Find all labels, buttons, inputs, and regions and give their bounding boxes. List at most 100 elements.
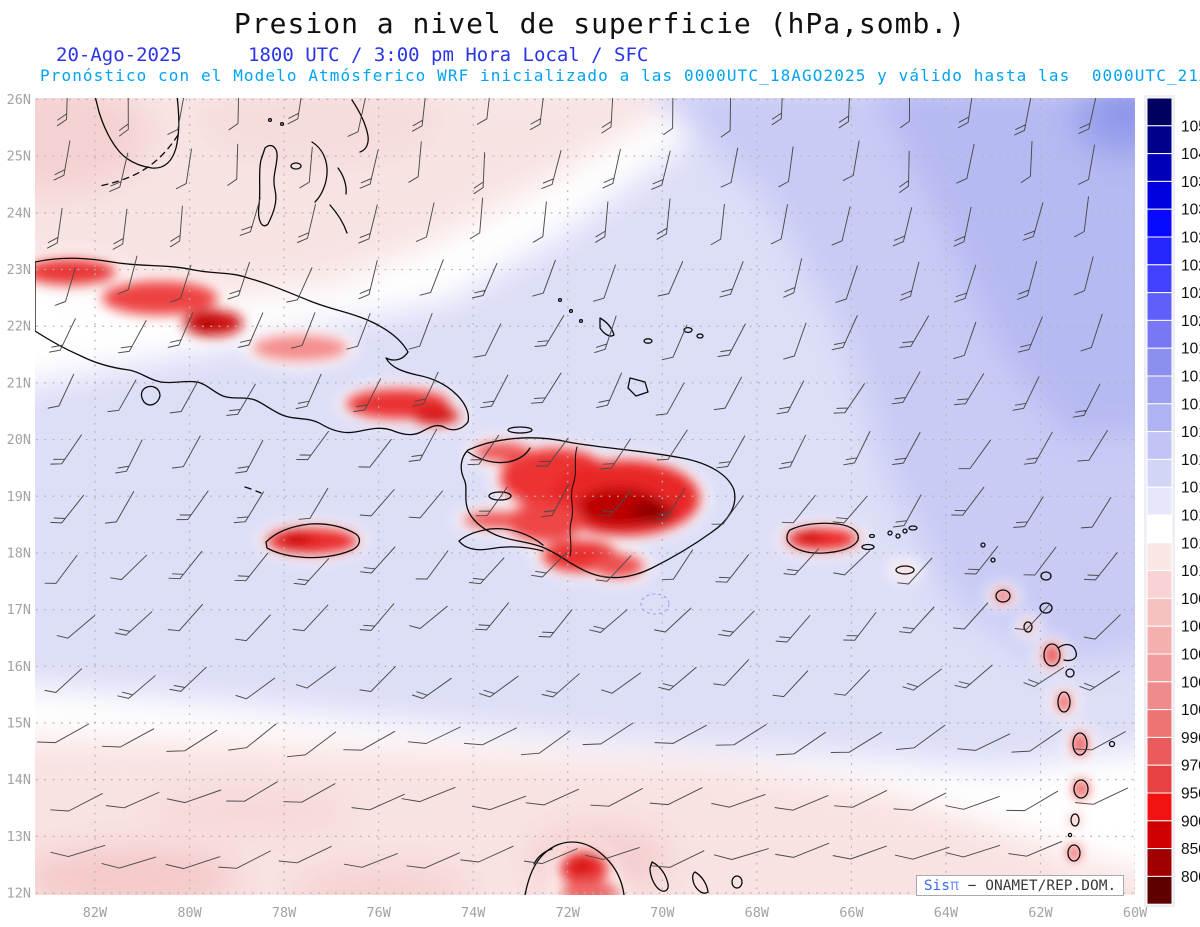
forecast-model-line: Pronóstico con el Modelo Atmósferico WRF… xyxy=(40,66,1200,85)
lon-label: 60W xyxy=(1123,905,1148,921)
colorbar-label: 970 xyxy=(1181,758,1200,775)
colorbar-cell xyxy=(1146,597,1173,627)
lon-label: 80W xyxy=(177,905,202,921)
lat-label: 26N xyxy=(7,92,31,108)
colorbar-cell xyxy=(1146,542,1173,572)
lat-label: 18N xyxy=(7,545,31,561)
thermal-low-blob xyxy=(412,407,460,425)
colorbar: 1050 1040 1035 1030 1028 1025 1022 1020 1019 1018… xyxy=(1144,95,1200,908)
colorbar-cell xyxy=(1146,848,1173,877)
lat-label: 15N xyxy=(7,715,31,731)
watermark-brand: Sis xyxy=(923,878,951,894)
axis-labels: 26N 25N 24N 23N 22N 21N 20N 19N 18N 17N 16N 15N 14N 1… xyxy=(7,92,1149,921)
colorbar-label: 950 xyxy=(1181,786,1200,803)
lon-label: 78W xyxy=(272,905,297,921)
lon-label: 82W xyxy=(83,905,108,921)
lat-label: 13N xyxy=(7,829,31,845)
thermal-low-blob xyxy=(474,442,530,462)
lat-label: 23N xyxy=(7,262,31,278)
colorbar-label: 1035 xyxy=(1181,174,1200,191)
page-title: Presion a nivel de superficie (hPa,somb.… xyxy=(233,7,967,40)
colorbar-label: 1022 xyxy=(1181,285,1200,302)
grid-layer xyxy=(36,98,1135,894)
lon-label: 74W xyxy=(461,905,486,921)
colorbar-label: 1014 xyxy=(1181,480,1200,497)
thermal-low-blob xyxy=(102,281,218,315)
florida-coast xyxy=(94,98,180,169)
colorbar-label: 1030 xyxy=(1181,202,1200,219)
thermal-low-blob xyxy=(592,554,644,578)
colorbar-cell xyxy=(1146,153,1173,182)
thermal-low-blob xyxy=(571,858,593,874)
colorbar-cell xyxy=(1146,792,1173,822)
colorbar-label: 1008 xyxy=(1181,591,1200,608)
lat-label: 20N xyxy=(7,432,31,448)
watermark-org: − ONAMET/REP.DOM. xyxy=(959,878,1117,894)
colorbar-label: 1050 xyxy=(1181,118,1200,135)
lon-label: 62W xyxy=(1028,905,1053,921)
colorbar-cell xyxy=(1146,570,1173,599)
colorbar-label: 1018 xyxy=(1181,369,1200,386)
colorbar-label: 1004 xyxy=(1181,647,1200,664)
pi-icon: π xyxy=(950,876,960,894)
lat-label: 17N xyxy=(7,602,31,618)
colorbar-label: 1015 xyxy=(1181,452,1200,469)
lat-label: 16N xyxy=(7,659,31,675)
thermal-low-blob xyxy=(1044,644,1060,666)
cuba-coast xyxy=(35,257,470,436)
colorbar-label: 1019 xyxy=(1181,341,1200,358)
colorbar-cell xyxy=(1146,431,1173,460)
colorbar-cell xyxy=(1146,653,1173,683)
colorbar-label: 1000 xyxy=(1181,702,1200,719)
colorbar-cell xyxy=(1146,97,1173,127)
colorbar-cell xyxy=(1146,458,1173,488)
colorbar-cell xyxy=(1146,820,1173,850)
lon-label: 66W xyxy=(839,905,864,921)
colorbar-label: 1028 xyxy=(1181,230,1200,247)
thermal-low-blob xyxy=(278,532,314,546)
colorbar-label: 850 xyxy=(1181,841,1200,858)
thermal-low-blob xyxy=(507,502,583,542)
colorbar-label: 1012 xyxy=(1181,535,1200,552)
colorbar-label: 1025 xyxy=(1181,257,1200,274)
colorbar-label: 900 xyxy=(1181,813,1200,830)
low-contour-dashed xyxy=(640,593,670,615)
pressure-shading-layer xyxy=(35,98,1135,895)
lon-label: 68W xyxy=(745,905,770,921)
lon-label: 72W xyxy=(556,905,581,921)
colorbar-cell xyxy=(1146,875,1173,905)
coastline-layer xyxy=(35,98,1116,895)
thermal-low-blob xyxy=(35,259,116,285)
thermal-low-blob xyxy=(794,531,824,543)
colorbar-label: 1006 xyxy=(1181,619,1200,636)
thermal-low-blob xyxy=(1058,692,1070,712)
thermal-low-blob xyxy=(560,881,620,895)
colorbar-cell xyxy=(1146,375,1173,405)
colorbar-cell xyxy=(1146,403,1173,433)
guajira-coast xyxy=(524,841,625,895)
thermal-low-blob xyxy=(995,590,1011,602)
colorbar-label: 1016 xyxy=(1181,424,1200,441)
colorbar-label: 1013 xyxy=(1181,508,1200,525)
colorbar-cell xyxy=(1146,264,1173,294)
colorbar-cell xyxy=(1146,514,1173,544)
lat-label: 22N xyxy=(7,319,31,335)
colorbar-cell xyxy=(1146,208,1173,238)
colorbar-cell xyxy=(1146,736,1173,766)
isla-juventud xyxy=(140,385,161,406)
lon-label: 76W xyxy=(366,905,391,921)
thermal-low-blob xyxy=(632,501,672,523)
wind-barb-glyphs xyxy=(37,98,1129,870)
colorbar-cell xyxy=(1146,125,1173,155)
thermal-low-blob xyxy=(897,566,913,574)
florida-keys xyxy=(99,134,179,187)
lat-label: 24N xyxy=(7,205,31,221)
lat-label: 14N xyxy=(7,772,31,788)
colorbar-label: 800 xyxy=(1181,869,1200,886)
colorbar-cell xyxy=(1146,486,1173,516)
colorbar-cell xyxy=(1146,236,1173,266)
lon-label: 64W xyxy=(934,905,959,921)
lat-label: 19N xyxy=(7,489,31,505)
